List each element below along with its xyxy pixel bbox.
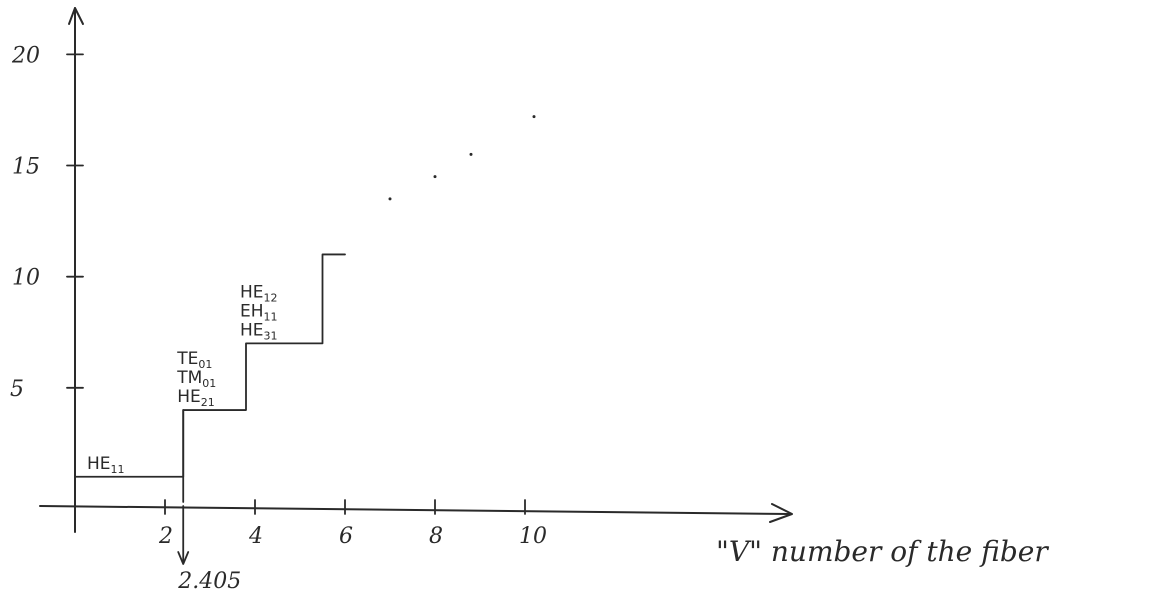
- x-tick-label-4: 10: [519, 524, 547, 549]
- y-tick-label-3: 20: [11, 43, 40, 68]
- continuation-dot-3: [532, 115, 536, 119]
- x-tick-label-2: 6: [339, 524, 353, 549]
- mode-label-2-1: EH11: [240, 301, 278, 323]
- continuation-dot-1: [433, 175, 437, 179]
- annotation-label-0: 2.405: [177, 569, 241, 594]
- y-tick-label-0: 5: [10, 377, 24, 402]
- x-axis-label: "V" number of the fiber: [716, 535, 1049, 568]
- axis-ticks: 246810510152025: [10, 43, 547, 549]
- annotation-arrowhead-0: [177, 551, 190, 565]
- annotations: 2.405: [177, 505, 241, 594]
- continuation-dot-2: [469, 152, 473, 156]
- x-tick-label-3: 8: [429, 524, 443, 549]
- continuation-dots: [388, 115, 536, 201]
- x-axis-line: [39, 505, 791, 515]
- mode-label-2-0: HE12: [240, 282, 278, 304]
- mode-label-1-1: TM01: [176, 368, 216, 390]
- axes: [39, 7, 793, 533]
- mode-label-0-0: HE11: [87, 454, 125, 476]
- mode-label-1-2: HE21: [177, 387, 215, 409]
- y-tick-label-1: 10: [12, 266, 40, 291]
- mode-label-2-2: HE31: [240, 320, 278, 342]
- x-tick-label-0: 2: [158, 524, 173, 549]
- x-tick-label-1: 4: [248, 524, 263, 549]
- x-axis-arrow: [769, 503, 793, 523]
- continuation-dot-0: [388, 197, 392, 201]
- y-tick-label-2: 15: [12, 155, 40, 180]
- y-axis-arrow: [68, 7, 84, 25]
- mode-steps: [74, 253, 346, 503]
- mode-label-1-0: TE01: [176, 349, 212, 371]
